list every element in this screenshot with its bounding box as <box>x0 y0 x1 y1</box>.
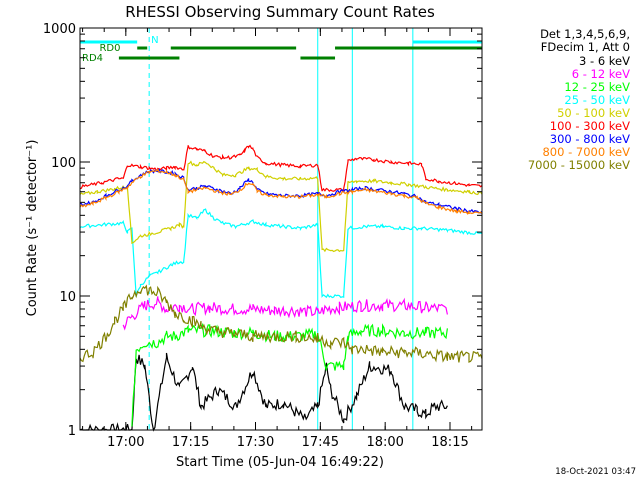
legend-item-2: 12 - 25 keV <box>564 80 630 94</box>
x-tick-label-4: 18:00 <box>366 435 403 450</box>
legend: Det 1,3,4,5,6,9,FDecim 1, Att 03 - 6 keV… <box>528 27 630 172</box>
legend-item-8: 7000 - 15000 keV <box>528 158 630 172</box>
series-line-8 <box>79 284 483 363</box>
legend-item-1: 6 - 12 keV <box>572 67 630 81</box>
x-tick-label-5: 18:15 <box>431 435 468 450</box>
legend-item-5: 100 - 300 keV <box>550 119 630 133</box>
flag-label-rd0: RD0 <box>99 43 120 54</box>
plot-frame <box>79 27 483 431</box>
y-tick-label-2: 100 <box>51 156 76 171</box>
x-tick-label-3: 17:45 <box>302 435 339 450</box>
legend-item-7: 800 - 7000 keV <box>542 145 630 159</box>
y-axis-label: Count Rate (s⁻¹ detector⁻¹) <box>25 140 40 317</box>
y-tick-label-3: 1000 <box>43 22 76 37</box>
chart-title: RHESSI Observing Summary Count Rates <box>125 3 435 21</box>
series-line-0 <box>79 352 448 432</box>
y-tick-label-1: 10 <box>59 290 76 305</box>
flag-label-rd4: RD4 <box>82 53 103 64</box>
series-line-7 <box>79 168 483 215</box>
series-line-3 <box>79 208 483 299</box>
x-axis-label: Start Time (05-Jun-04 16:49:22) <box>176 455 384 470</box>
flag-label-n: N <box>151 35 158 46</box>
x-tick-label-2: 17:30 <box>237 435 274 450</box>
legend-header-1: FDecim 1, Att 0 <box>541 40 630 54</box>
generation-timestamp: 18-Oct-2021 03:47 <box>555 467 636 477</box>
series-line-5 <box>79 144 483 193</box>
legend-item-4: 50 - 100 keV <box>557 106 630 120</box>
series-line-1 <box>122 296 448 331</box>
legend-item-6: 300 - 800 keV <box>550 132 630 146</box>
x-tick-label-0: 17:00 <box>107 435 144 450</box>
y-tick-label-0: 1 <box>68 424 76 439</box>
legend-header-0: Det 1,3,4,5,6,9, <box>540 27 630 41</box>
legend-item-3: 25 - 50 keV <box>564 93 630 107</box>
series-line-4 <box>79 160 483 253</box>
axes: 1 10 100 1000 17:00 17:15 17:30 17:45 18:00 18:15 <box>43 22 483 450</box>
legend-item-0: 3 - 6 keV <box>579 54 630 68</box>
series-line-2 <box>131 322 448 427</box>
x-tick-label-1: 17:15 <box>172 435 209 450</box>
